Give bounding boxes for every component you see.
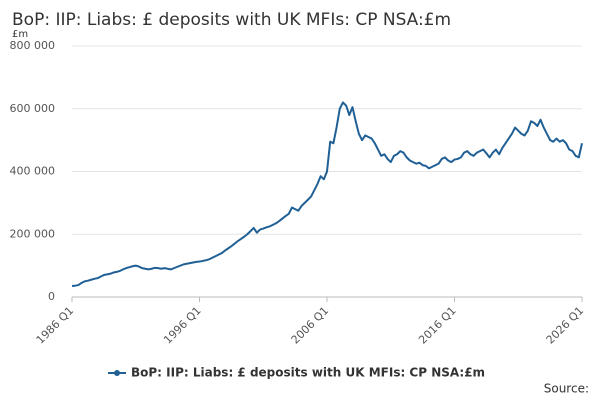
y-tick-label: 800 000 <box>10 39 56 52</box>
x-tick-label: 2026 Q1 <box>544 304 587 347</box>
y-tick-label: 0 <box>48 290 55 303</box>
chart-title: BoP: IIP: Liabs: £ deposits with UK MFIs… <box>12 10 451 30</box>
legend-label: BoP: IIP: Liabs: £ deposits with UK MFIs… <box>131 366 485 380</box>
legend-marker <box>114 370 120 376</box>
data-line <box>71 101 583 288</box>
x-tick-label: 2006 Q1 <box>289 304 332 347</box>
y-tick-label: 400 000 <box>10 165 56 178</box>
x-tick-label: 1986 Q1 <box>34 304 77 347</box>
x-tick-label: 2016 Q1 <box>416 304 459 347</box>
x-tick-label: 1996 Q1 <box>161 304 204 347</box>
source: Source: <box>544 382 589 396</box>
y-unit: £m <box>12 29 28 40</box>
y-tick-label: 600 000 <box>10 102 56 115</box>
y-tick-label: 200 000 <box>10 227 56 240</box>
